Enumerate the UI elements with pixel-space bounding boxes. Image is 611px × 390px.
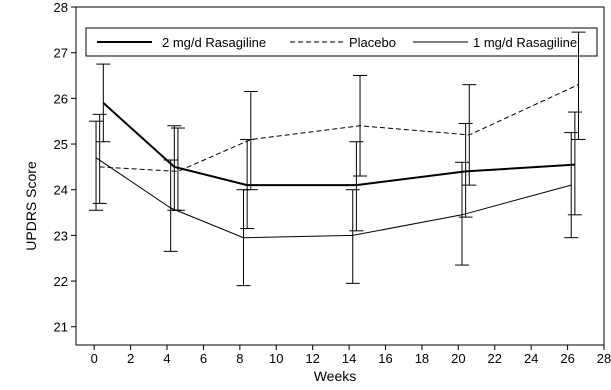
plot-frame bbox=[76, 7, 604, 345]
error-bar bbox=[349, 142, 363, 231]
y-tick-label: 27 bbox=[54, 46, 68, 61]
y-tick-label: 22 bbox=[54, 274, 68, 289]
series-2 bbox=[89, 121, 578, 285]
y-tick-label: 26 bbox=[54, 91, 68, 106]
error-bar bbox=[89, 121, 103, 210]
y-tick-label: 21 bbox=[54, 320, 68, 335]
error-bar bbox=[244, 92, 258, 190]
y-tick-label: 28 bbox=[54, 0, 68, 15]
x-tick-label: 2 bbox=[127, 351, 134, 366]
error-bar bbox=[96, 64, 110, 142]
y-tick-label: 24 bbox=[54, 183, 68, 198]
legend: 2 mg/d Rasagiline Placebo 1 mg/d Rasagilin… bbox=[86, 28, 597, 56]
x-tick-label: 6 bbox=[200, 351, 207, 366]
x-tick-label: 22 bbox=[488, 351, 502, 366]
error-bar bbox=[346, 190, 360, 284]
series-1 bbox=[93, 32, 586, 210]
error-bar bbox=[568, 112, 582, 215]
legend-label: 2 mg/d Rasagiline bbox=[162, 35, 266, 50]
x-tick-label: 18 bbox=[415, 351, 429, 366]
x-tick-label: 26 bbox=[560, 351, 574, 366]
legend-label: Placebo bbox=[349, 35, 396, 50]
error-bar bbox=[93, 114, 107, 203]
x-tick-label: 24 bbox=[524, 351, 538, 366]
y-axis-label: UPDRS Score bbox=[23, 161, 39, 251]
x-tick-label: 14 bbox=[342, 351, 356, 366]
x-tick-label: 4 bbox=[163, 351, 170, 366]
x-tick-label: 16 bbox=[378, 351, 392, 366]
x-tick-label: 20 bbox=[451, 351, 465, 366]
x-tick-label: 12 bbox=[305, 351, 319, 366]
y-tick-label: 25 bbox=[54, 137, 68, 152]
x-tick-label: 10 bbox=[269, 351, 283, 366]
x-tick-label: 8 bbox=[236, 351, 243, 366]
legend-label: 1 mg/d Rasagiline bbox=[473, 35, 577, 50]
series-0 bbox=[96, 64, 582, 231]
error-bar bbox=[164, 160, 178, 251]
y-tick-label: 23 bbox=[54, 228, 68, 243]
x-axis-label: Weeks bbox=[314, 368, 357, 384]
series bbox=[89, 32, 585, 286]
x-tick-label: 28 bbox=[597, 351, 611, 366]
x-tick-label: 0 bbox=[91, 351, 98, 366]
error-bar bbox=[564, 133, 578, 238]
